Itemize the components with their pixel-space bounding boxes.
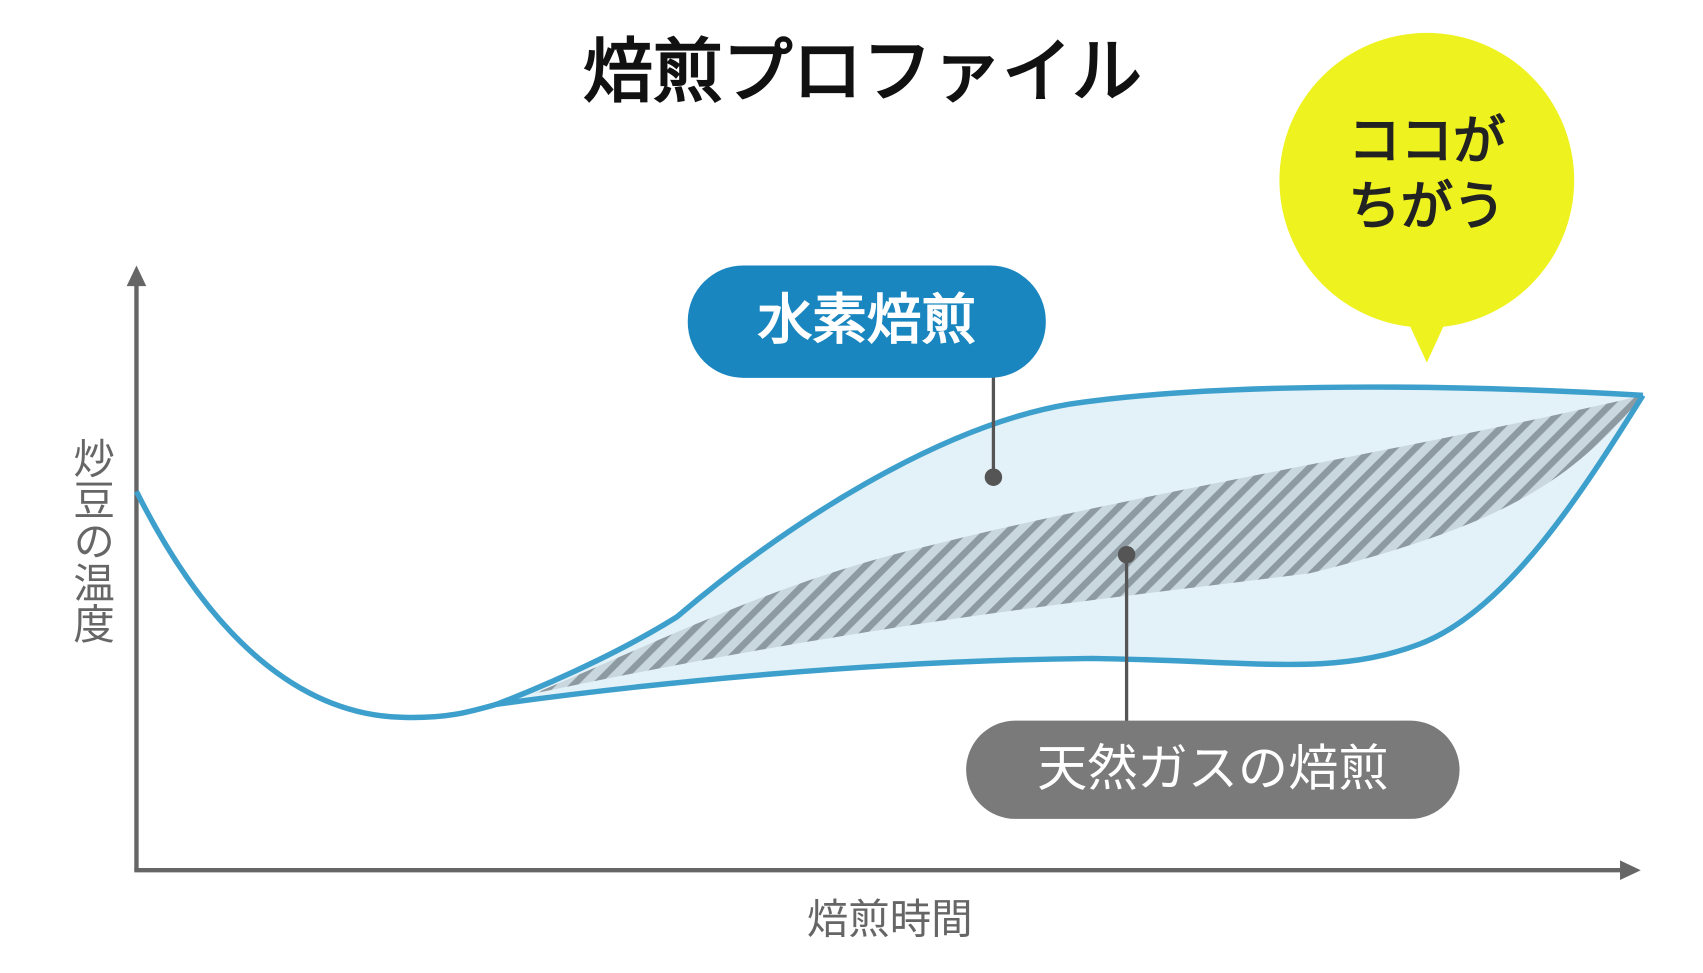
title: 焙煎プロファイル — [583, 32, 1142, 113]
callout-pointer — [1408, 322, 1446, 363]
callout-text: ちがう — [1348, 176, 1505, 237]
callout-bubble — [1279, 32, 1575, 328]
gas-curve — [496, 393, 1646, 707]
x-arrow — [1620, 860, 1641, 881]
y-arrow — [126, 265, 147, 287]
label-pill — [687, 265, 1046, 378]
leader-dot — [1117, 545, 1136, 564]
hydrogen-curve — [134, 384, 1644, 721]
y-axis-label: 炒豆の温度 — [66, 437, 115, 644]
gas-area — [534, 395, 1643, 694]
leader-dot — [984, 468, 1003, 486]
x-axis-label: 焙煎時間 — [807, 895, 973, 944]
hydrogen-label: 水素焙煎 — [757, 287, 976, 351]
gas-label: 天然ガスの焙煎 — [1037, 738, 1388, 797]
label-pill — [966, 720, 1460, 819]
callout-text: ココが — [1348, 110, 1506, 171]
